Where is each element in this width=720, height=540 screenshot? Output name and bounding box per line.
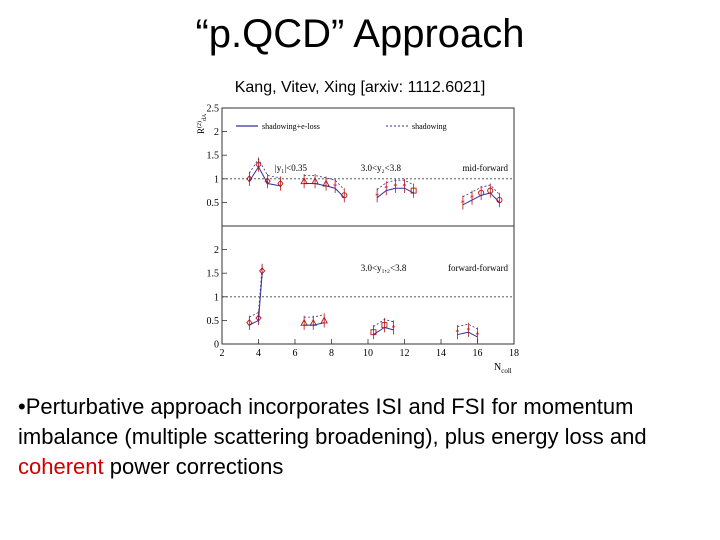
data-point: *	[455, 328, 459, 337]
data-point	[255, 314, 262, 322]
chart-svg: R(2)dA Ncoll shadowing+e-loss shadowing …	[196, 104, 520, 376]
theory-curve-solid	[304, 183, 345, 199]
x-axis-label: Ncoll	[494, 362, 512, 375]
panel-label: forward-forward	[448, 263, 508, 273]
x-tick-label: 14	[436, 348, 446, 359]
data-point: *	[375, 191, 379, 200]
chart-layer: 0.5 1 1.5 2 2.5 mid-forward |y₁|<0.35 3.0<y₂<3.…	[207, 104, 520, 360]
y-tick-label: 1	[214, 292, 219, 303]
data-point	[246, 319, 253, 327]
theory-curve-dashed	[376, 179, 414, 190]
y-tick-label: 0.5	[207, 316, 220, 327]
x-tick-label: 2	[220, 348, 225, 359]
citation: Kang, Vitev, Xing [arxiv: 1112.6021]	[234, 79, 486, 96]
cut-label: |y₁|<0.35	[275, 163, 308, 173]
legend-dashed-label: shadowing	[412, 122, 447, 131]
theory-curve-dashed	[304, 314, 325, 318]
theory-curve-solid	[457, 331, 478, 338]
theory-curve-dashed	[249, 158, 281, 179]
bullet-text: •Perturbative approach incorporates ISI …	[18, 392, 708, 482]
bullet-text-end: power corrections	[103, 454, 284, 479]
data-point	[410, 187, 417, 194]
theory-curve-solid	[376, 187, 414, 199]
y-tick-label: 2	[214, 245, 219, 256]
data-point: *	[392, 323, 396, 332]
highlight-word: coherent	[18, 454, 104, 479]
legend-solid-label: shadowing+e-loss	[262, 122, 320, 131]
x-tick-label: 6	[293, 348, 298, 359]
bullet-marker: •	[18, 394, 26, 419]
y-tick-label: 2	[214, 127, 219, 138]
y-tick-label: 0	[214, 340, 219, 351]
bullet-text-start: Perturbative approach incorporates ISI a…	[18, 394, 647, 449]
data-point: *	[403, 182, 407, 191]
theory-curve-solid	[373, 326, 394, 335]
data-point: *	[393, 182, 397, 191]
data-point	[277, 179, 284, 188]
theory-curve-dashed	[249, 265, 263, 318]
x-tick-label: 10	[363, 348, 373, 359]
data-point: *	[384, 184, 388, 193]
data-point: *	[466, 326, 470, 335]
theory-curve-dashed	[304, 175, 345, 190]
theory-curve-solid	[249, 273, 263, 326]
y-tick-label: 0.5	[207, 198, 220, 209]
theory-curve-solid	[304, 322, 325, 326]
y-tick-label: 2.5	[207, 104, 220, 115]
theory-curve-dashed	[462, 184, 500, 198]
data-point: *	[333, 182, 337, 191]
x-tick-label: 16	[473, 348, 483, 359]
data-point: *	[461, 198, 465, 207]
data-point: *	[476, 331, 480, 340]
slide-title: “p.QCD” Approach	[195, 12, 525, 56]
y-tick-label: 1	[214, 174, 219, 185]
y-tick-label: 1.5	[207, 269, 220, 280]
theory-curve-dashed	[373, 319, 394, 327]
figure: R(2)dA Ncoll shadowing+e-loss shadowing …	[196, 100, 526, 376]
data-point: *	[470, 194, 474, 203]
theory-curve-solid	[462, 192, 500, 206]
x-tick-label: 8	[329, 348, 334, 359]
cut-label: 3.0<y₂<3.8	[361, 163, 402, 173]
x-tick-label: 4	[256, 348, 261, 359]
panel-label: mid-forward	[463, 163, 509, 173]
cut-label: 3.0<y₁,₂<3.8	[361, 263, 407, 273]
y-tick-label: 1.5	[207, 151, 220, 162]
x-tick-label: 12	[400, 348, 410, 359]
y-axis-label: R(2)dA	[196, 113, 208, 134]
data-point	[370, 329, 377, 336]
x-tick-label: 18	[509, 348, 519, 359]
theory-curve-solid	[248, 166, 281, 187]
